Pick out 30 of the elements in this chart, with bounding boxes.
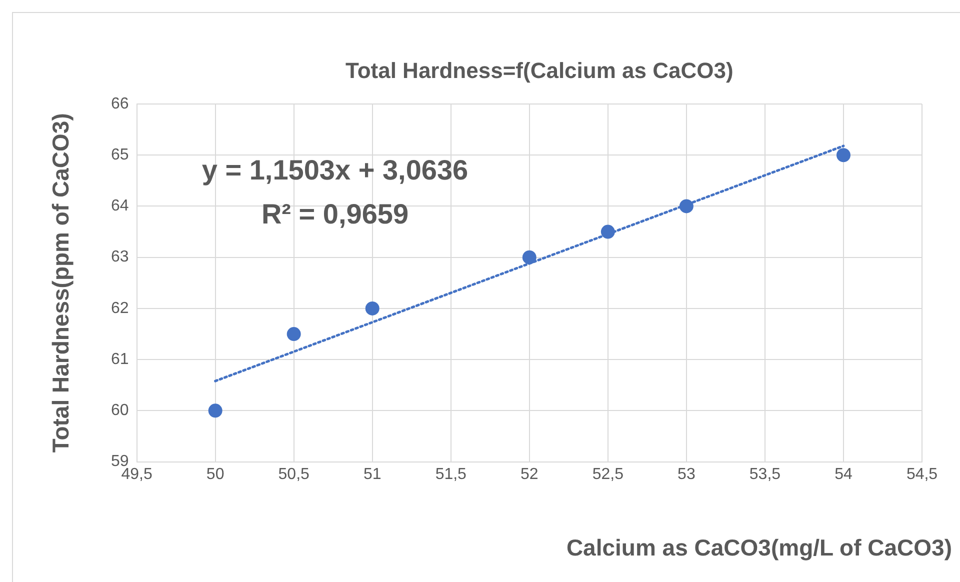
point xyxy=(836,148,850,162)
x-tick-label: 53,5 xyxy=(749,466,781,483)
point xyxy=(286,327,301,342)
y-axis-title: Total Hardness(ppm of CaCO3) xyxy=(47,113,74,453)
point xyxy=(522,250,536,264)
x-tick-label: 52 xyxy=(520,466,538,483)
x-tick-label: 51 xyxy=(363,466,382,483)
y-tick-label: 65 xyxy=(111,146,129,164)
x-tick-label: 50,5 xyxy=(278,466,310,483)
x-tick-label: 51,5 xyxy=(435,466,467,483)
x-tick-label: 54 xyxy=(834,466,852,483)
x-tick-label: 50 xyxy=(206,466,224,483)
x-tick-label: 49,5 xyxy=(121,466,152,483)
y-tick-label: 66 xyxy=(111,95,129,112)
y-tick-label: 63 xyxy=(111,248,129,266)
x-tick-label: 54,5 xyxy=(906,466,938,483)
point xyxy=(600,224,615,239)
annotation: y = 1,1503x + 3,0636 xyxy=(202,154,468,186)
y-tick-label: 60 xyxy=(111,402,129,420)
x-tick-label: 53 xyxy=(678,466,696,483)
point xyxy=(365,301,380,316)
annotation: R² = 0,9659 xyxy=(261,198,409,230)
point xyxy=(679,199,694,214)
chart-title: Total Hardness=f(Calcium as CaCO3) xyxy=(346,58,734,84)
point xyxy=(208,404,222,418)
x-tick-label: 52,5 xyxy=(592,466,624,483)
y-tick-label: 64 xyxy=(111,198,129,215)
y-tick-label: 62 xyxy=(111,300,129,317)
x-axis-title: Calcium as CaCO3(mg/L of CaCO3) xyxy=(566,534,952,560)
y-tick-label: 61 xyxy=(111,350,129,368)
